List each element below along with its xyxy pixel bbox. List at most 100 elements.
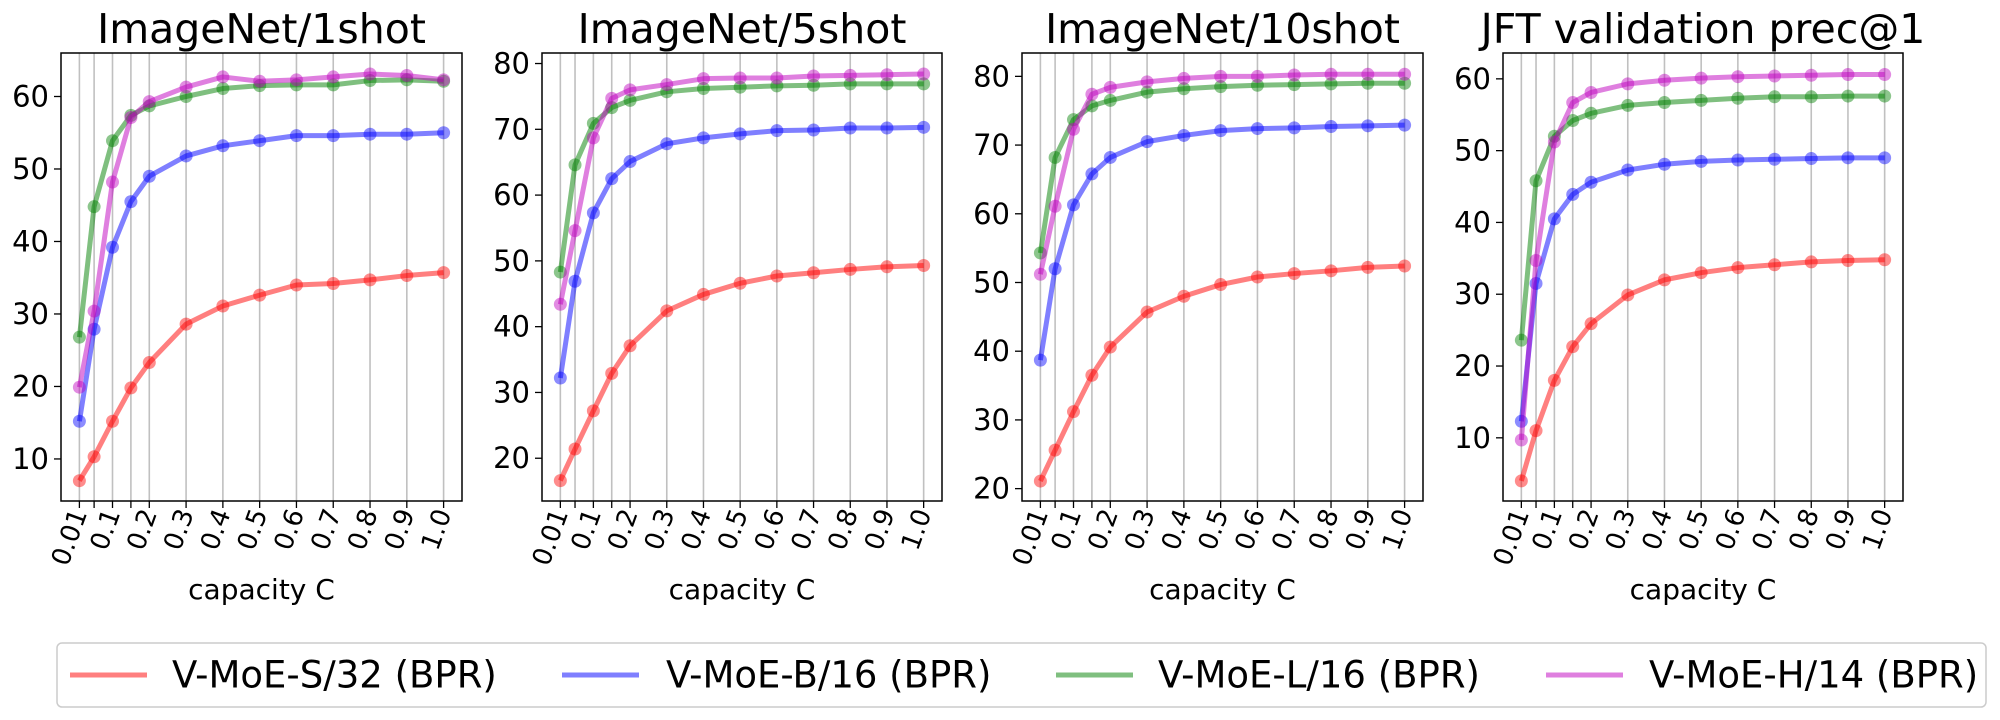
data-point: [880, 260, 894, 274]
data-point: [1140, 75, 1154, 89]
data-point: [1033, 267, 1047, 281]
x-tick-label: 0.5: [232, 505, 274, 554]
x-tick-label: 0.7: [1266, 505, 1308, 554]
data-point: [326, 277, 340, 291]
y-tick-label: 40: [973, 334, 1010, 368]
series-line: [77, 270, 444, 483]
data-point: [216, 299, 230, 313]
data-point: [1878, 151, 1892, 165]
x-tick-label: 0.5: [712, 505, 754, 554]
data-point: [568, 158, 582, 172]
data-point: [553, 371, 567, 385]
x-tick-label: 0.1: [1046, 505, 1088, 554]
y-tick-label: 30: [973, 403, 1010, 437]
data-point: [770, 269, 784, 283]
data-point: [1768, 258, 1782, 272]
series-line: [557, 124, 924, 379]
data-point: [1657, 273, 1671, 287]
data-point: [289, 278, 303, 292]
data-point: [623, 93, 637, 107]
data-point: [917, 258, 931, 272]
data-point: [733, 276, 747, 290]
legend-entry-b16: V-MoE-B/16 (BPR): [562, 654, 991, 697]
legend-label: V-MoE-L/16 (BPR): [1158, 654, 1480, 697]
data-point: [289, 129, 303, 143]
x-tick-label: 1.0: [416, 505, 458, 554]
series-v-moe-h-14-bpr-: [553, 67, 931, 311]
x-tick-label: 0.1: [1527, 505, 1569, 554]
x-tick-label: 0.7: [305, 505, 347, 554]
legend-label: V-MoE-H/14 (BPR): [1649, 654, 1978, 697]
data-point: [326, 129, 340, 143]
series-line: [76, 77, 444, 338]
data-point: [568, 274, 582, 288]
data-point: [1768, 90, 1782, 104]
x-tick-label: 0.8: [822, 505, 864, 554]
data-point: [843, 68, 857, 82]
data-point: [1287, 267, 1301, 281]
data-point: [1398, 118, 1412, 132]
data-point: [1140, 135, 1154, 149]
y-tick-label: 30: [1454, 277, 1491, 311]
data-point: [1048, 443, 1062, 457]
data-point: [179, 149, 193, 163]
data-point: [1214, 124, 1228, 138]
legend-label: V-MoE-S/32 (BPR): [172, 654, 497, 697]
data-point: [1324, 77, 1338, 91]
data-point: [733, 71, 747, 85]
series-line: [557, 81, 924, 273]
data-point: [1804, 90, 1818, 104]
data-point: [87, 200, 101, 214]
chart-panel-3: ImageNet/10shot0.010.10.20.30.40.50.60.7…: [973, 5, 1424, 606]
data-point: [623, 339, 637, 353]
series-v-moe-s-32-bpr-: [1033, 259, 1412, 488]
y-tick-label: 50: [493, 244, 530, 278]
series-v-moe-l-16-bpr-: [1514, 89, 1892, 347]
x-tick-label: 0.4: [195, 505, 237, 554]
data-point: [179, 89, 193, 103]
data-point: [72, 330, 86, 344]
y-tick-label: 20: [493, 441, 530, 475]
x-tick-label: 0.2: [602, 505, 644, 554]
data-point: [87, 450, 101, 464]
data-point: [917, 77, 931, 91]
data-point: [1731, 261, 1745, 275]
data-point: [124, 381, 138, 395]
data-point: [1324, 264, 1338, 278]
x-tick-label: 1.0: [1857, 505, 1899, 554]
data-point: [253, 288, 267, 302]
data-point: [179, 317, 193, 331]
data-point: [1250, 78, 1264, 92]
data-point: [326, 78, 340, 92]
data-point: [1566, 96, 1580, 110]
data-point: [142, 95, 156, 109]
y-tick-label: 20: [973, 472, 1010, 506]
data-point: [1804, 152, 1818, 166]
data-point: [1177, 82, 1191, 96]
data-point: [1287, 68, 1301, 82]
data-point: [72, 380, 86, 394]
data-point: [1878, 89, 1892, 103]
legend: V-MoE-S/32 (BPR) V-MoE-B/16 (BPR) V-MoE-…: [56, 642, 1987, 708]
data-point: [1067, 122, 1081, 136]
y-tick-label: 50: [12, 152, 49, 186]
chart-panel-2: ImageNet/5shot0.010.10.20.30.40.50.60.70…: [493, 5, 943, 606]
y-tick-label: 80: [493, 47, 530, 81]
plot-frame: [541, 52, 943, 502]
data-point: [363, 74, 377, 88]
plot-frame: [1021, 52, 1424, 502]
data-point: [1841, 68, 1855, 82]
x-tick-label: 0.3: [1600, 505, 1642, 554]
data-point: [1214, 80, 1228, 94]
data-point: [253, 74, 267, 88]
x-tick-label: 1.0: [896, 505, 938, 554]
data-point: [437, 266, 451, 280]
data-point: [1361, 76, 1375, 90]
data-point: [1804, 255, 1818, 269]
y-tick-label: 40: [12, 224, 49, 258]
data-point: [586, 404, 600, 418]
data-point: [1547, 373, 1561, 387]
data-point: [1657, 96, 1671, 110]
data-point: [1621, 77, 1635, 91]
